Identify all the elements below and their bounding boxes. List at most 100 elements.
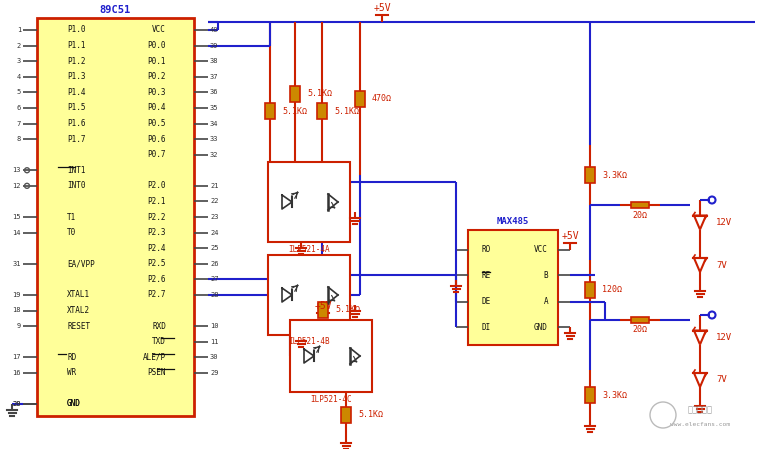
Text: P1.2: P1.2 — [67, 57, 86, 66]
Text: 电子发烧友: 电子发烧友 — [688, 405, 712, 414]
Text: 5.1KΩ: 5.1KΩ — [334, 106, 359, 115]
Bar — [585, 387, 595, 403]
Text: INT1: INT1 — [67, 166, 86, 175]
Text: 7V: 7V — [716, 375, 727, 384]
Bar — [290, 85, 300, 101]
Text: XTAL2: XTAL2 — [67, 306, 90, 315]
Text: T0: T0 — [67, 228, 77, 237]
Text: ILP521-4C: ILP521-4C — [310, 395, 352, 404]
Text: +5V: +5V — [373, 3, 391, 13]
Text: 7: 7 — [17, 120, 21, 127]
Text: P0.7: P0.7 — [148, 150, 166, 159]
Text: TXD: TXD — [152, 337, 166, 346]
Text: ILP521-4B: ILP521-4B — [288, 338, 330, 347]
Text: 33: 33 — [210, 136, 218, 142]
Bar — [265, 103, 275, 119]
Text: 25: 25 — [210, 245, 218, 251]
Text: +5V: +5V — [314, 301, 332, 311]
Text: GND: GND — [534, 322, 548, 331]
Text: RE: RE — [482, 270, 491, 279]
Text: 1: 1 — [17, 27, 21, 33]
Text: T1: T1 — [67, 212, 77, 221]
Text: 5.1KΩ: 5.1KΩ — [307, 89, 332, 98]
Text: 24: 24 — [210, 229, 218, 236]
Text: RD: RD — [67, 353, 77, 362]
Text: 6: 6 — [17, 105, 21, 111]
Text: 4: 4 — [17, 74, 21, 80]
Text: 34: 34 — [210, 120, 218, 127]
Text: 5: 5 — [17, 89, 21, 95]
Text: P1.4: P1.4 — [67, 88, 86, 97]
Text: 27: 27 — [210, 276, 218, 282]
Text: 32: 32 — [210, 152, 218, 158]
Bar — [37, 18, 194, 416]
Text: 28: 28 — [210, 292, 218, 298]
Bar — [268, 255, 350, 335]
Text: 23: 23 — [210, 214, 218, 220]
Text: 19: 19 — [12, 292, 21, 298]
Text: P2.2: P2.2 — [148, 212, 166, 221]
Text: VCC: VCC — [534, 246, 548, 255]
Text: P2.4: P2.4 — [148, 244, 166, 253]
Text: INT0: INT0 — [67, 181, 86, 190]
Text: 35: 35 — [210, 105, 218, 111]
Text: 5.1KΩ: 5.1KΩ — [282, 106, 307, 115]
Text: P0.0: P0.0 — [148, 41, 166, 50]
Text: PSEN: PSEN — [148, 368, 166, 377]
Text: A: A — [543, 298, 548, 307]
Text: 3.3KΩ: 3.3KΩ — [602, 391, 627, 400]
Text: www.elecfans.com: www.elecfans.com — [670, 423, 730, 427]
Text: 11: 11 — [210, 339, 218, 345]
Text: P2.3: P2.3 — [148, 228, 166, 237]
Text: P1.1: P1.1 — [67, 41, 86, 50]
Text: 38: 38 — [210, 58, 218, 64]
Text: DE: DE — [482, 298, 491, 307]
Bar — [341, 406, 351, 423]
Text: 20Ω: 20Ω — [633, 211, 647, 220]
Text: P0.4: P0.4 — [148, 103, 166, 112]
Text: 16: 16 — [12, 370, 21, 376]
Bar — [355, 91, 365, 106]
Text: 18: 18 — [12, 308, 21, 313]
Bar — [317, 103, 327, 119]
Text: P2.1: P2.1 — [148, 197, 166, 206]
Text: 40: 40 — [210, 27, 218, 33]
Text: XTAL1: XTAL1 — [67, 291, 90, 299]
Text: VCC: VCC — [152, 26, 166, 35]
Text: 5.1KΩ: 5.1KΩ — [335, 305, 360, 314]
Text: P1.0: P1.0 — [67, 26, 86, 35]
Text: 470Ω: 470Ω — [372, 94, 392, 103]
Text: P1.6: P1.6 — [67, 119, 86, 128]
Text: P1.7: P1.7 — [67, 135, 86, 144]
Text: 12V: 12V — [716, 333, 732, 342]
Text: 89C51: 89C51 — [100, 5, 131, 15]
Bar — [631, 202, 649, 208]
Bar — [268, 162, 350, 242]
Text: DI: DI — [482, 322, 491, 331]
Bar — [318, 302, 328, 318]
Text: P1.5: P1.5 — [67, 103, 86, 112]
Text: 2: 2 — [17, 43, 21, 48]
Text: 9: 9 — [17, 323, 21, 329]
Bar — [585, 167, 595, 183]
Text: 14: 14 — [12, 229, 21, 236]
Bar — [585, 282, 595, 298]
Text: 31: 31 — [12, 261, 21, 267]
Text: MAX485: MAX485 — [497, 217, 529, 226]
Text: P1.3: P1.3 — [67, 72, 86, 81]
Text: P2.7: P2.7 — [148, 291, 166, 299]
Text: 30: 30 — [210, 354, 218, 360]
Text: 5.1KΩ: 5.1KΩ — [358, 410, 383, 419]
Text: 12V: 12V — [716, 218, 732, 227]
Text: 10: 10 — [210, 323, 218, 329]
Text: 20: 20 — [12, 401, 21, 407]
Text: 3.3KΩ: 3.3KΩ — [602, 171, 627, 180]
Text: 12: 12 — [12, 183, 21, 189]
Text: 15: 15 — [12, 214, 21, 220]
Text: B: B — [543, 270, 548, 279]
Bar — [468, 230, 558, 345]
Text: P0.1: P0.1 — [148, 57, 166, 66]
Text: RESET: RESET — [67, 321, 90, 330]
Text: P0.3: P0.3 — [148, 88, 166, 97]
Text: 36: 36 — [210, 89, 218, 95]
